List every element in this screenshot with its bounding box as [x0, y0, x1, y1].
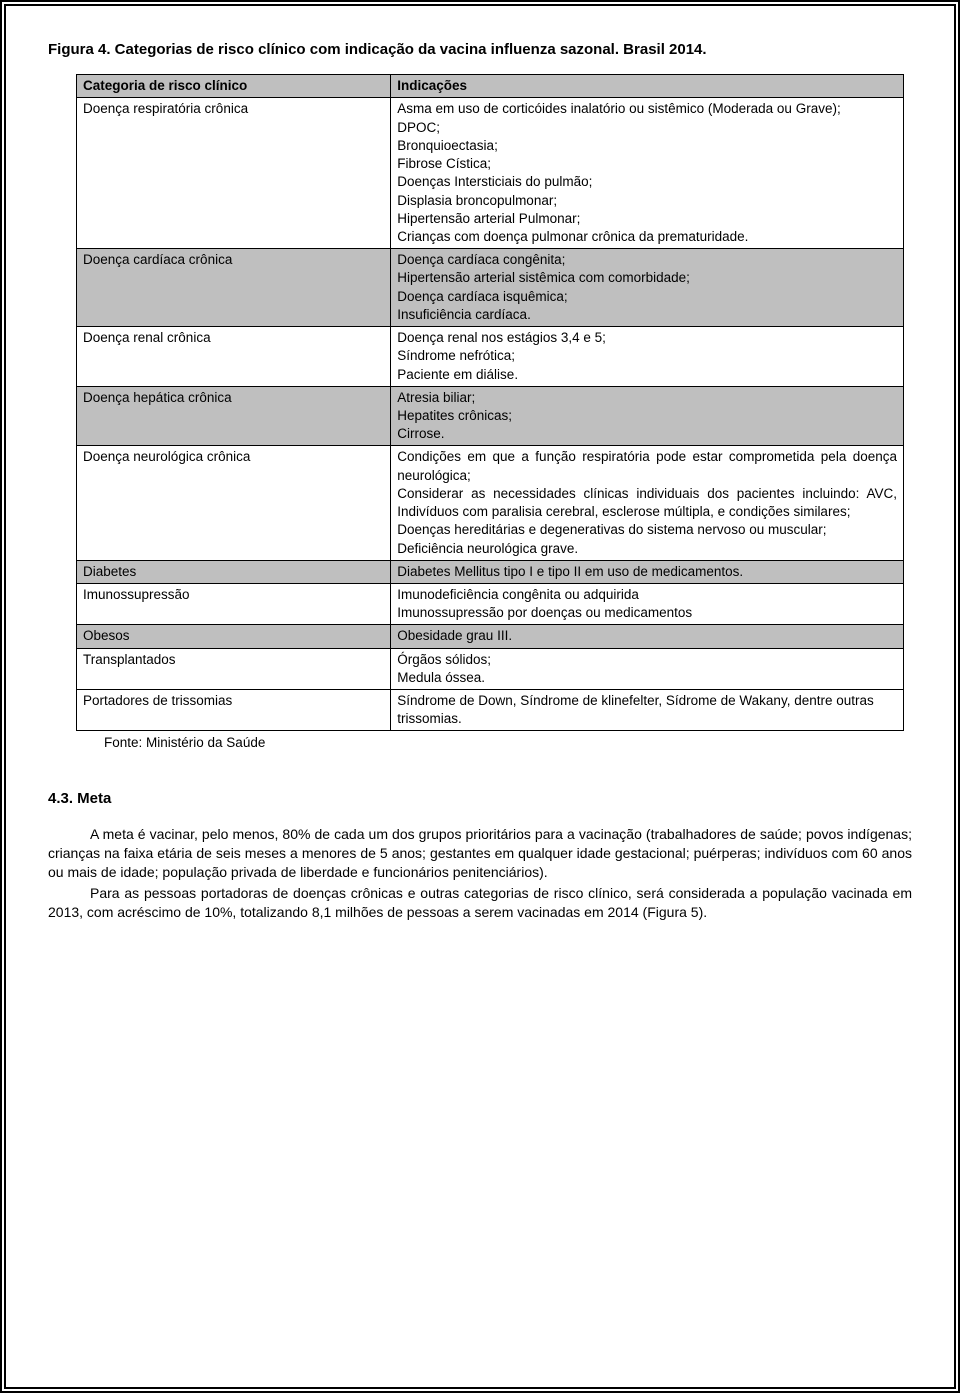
table-source: Fonte: Ministério da Saúde	[104, 735, 904, 750]
table-row: Doença hepática crônicaAtresia biliar;He…	[77, 386, 904, 446]
indications-cell: Condições em que a função respiratória p…	[391, 446, 904, 560]
category-cell: Doença neurológica crônica	[77, 446, 391, 560]
category-cell: Transplantados	[77, 648, 391, 689]
indications-cell: Atresia biliar;Hepatites crônicas;Cirros…	[391, 386, 904, 446]
category-cell: Imunossupressão	[77, 583, 391, 624]
category-cell: Diabetes	[77, 560, 391, 583]
category-cell: Doença respiratória crônica	[77, 98, 391, 249]
risk-category-table-wrap: Categoria de risco clínico Indicações Do…	[76, 74, 904, 750]
table-header-row: Categoria de risco clínico Indicações	[77, 75, 904, 98]
category-cell: Portadores de trissomias	[77, 690, 391, 731]
category-cell: Doença renal crônica	[77, 327, 391, 387]
category-cell: Doença cardíaca crônica	[77, 249, 391, 327]
table-row: TransplantadosÓrgãos sólidos;Medula ósse…	[77, 648, 904, 689]
table-row: ObesosObesidade grau III.	[77, 625, 904, 648]
table-row: ImunossupressãoImunodeficiência congênit…	[77, 583, 904, 624]
indications-cell: Órgãos sólidos;Medula óssea.	[391, 648, 904, 689]
table-row: Doença renal crônicaDoença renal nos est…	[77, 327, 904, 387]
header-category: Categoria de risco clínico	[77, 75, 391, 98]
risk-category-table: Categoria de risco clínico Indicações Do…	[76, 74, 904, 731]
indications-cell: Diabetes Mellitus tipo I e tipo II em us…	[391, 560, 904, 583]
page: Figura 4. Categorias de risco clínico co…	[0, 0, 960, 1393]
indications-cell: Imunodeficiência congênita ou adquiridaI…	[391, 583, 904, 624]
indications-cell: Doença cardíaca congênita;Hipertensão ar…	[391, 249, 904, 327]
indications-cell: Doença renal nos estágios 3,4 e 5;Síndro…	[391, 327, 904, 387]
indications-cell: Síndrome de Down, Síndrome de klinefelte…	[391, 690, 904, 731]
body-paragraph: Para as pessoas portadoras de doenças cr…	[48, 884, 912, 922]
category-cell: Obesos	[77, 625, 391, 648]
header-indications: Indicações	[391, 75, 904, 98]
body-paragraph: A meta é vacinar, pelo menos, 80% de cad…	[48, 825, 912, 882]
table-row: DiabetesDiabetes Mellitus tipo I e tipo …	[77, 560, 904, 583]
category-cell: Doença hepática crônica	[77, 386, 391, 446]
section-heading-meta: 4.3. Meta	[48, 790, 912, 807]
figure-title: Figura 4. Categorias de risco clínico co…	[48, 40, 912, 60]
indications-cell: Asma em uso de corticóides inalatório ou…	[391, 98, 904, 249]
indications-cell: Obesidade grau III.	[391, 625, 904, 648]
table-row: Doença cardíaca crônicaDoença cardíaca c…	[77, 249, 904, 327]
body-text-block: A meta é vacinar, pelo menos, 80% de cad…	[48, 825, 912, 921]
table-row: Portadores de trissomiasSíndrome de Down…	[77, 690, 904, 731]
table-row: Doença neurológica crônicaCondições em q…	[77, 446, 904, 560]
table-row: Doença respiratória crônicaAsma em uso d…	[77, 98, 904, 249]
